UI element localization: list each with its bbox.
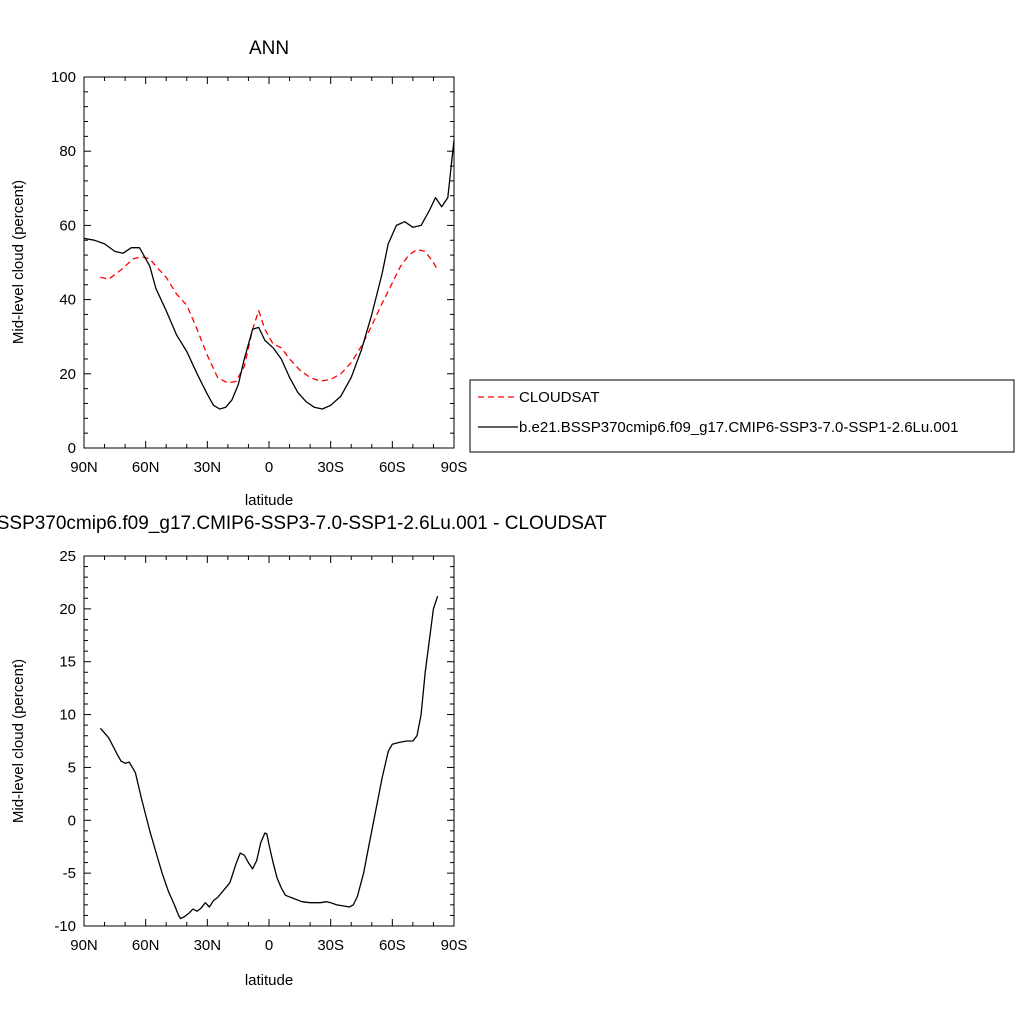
- top-x-tick-label: 30S: [317, 459, 344, 476]
- bottom-chart-panel: b.e21.BSSP370cmip6.f09_g17.CMIP6-SSP3-7.…: [0, 513, 607, 989]
- bottom-y-tick-label: 0: [68, 812, 76, 829]
- top-x-tick-label: 90N: [70, 459, 98, 476]
- top-x-tick-label: 0: [265, 459, 273, 476]
- bottom-y-tick-label: -10: [54, 918, 76, 935]
- bottom-x-tick-label: 60N: [132, 937, 160, 954]
- bottom-y-tick-label: 20: [59, 601, 76, 618]
- top-y-tick-label: 60: [59, 217, 76, 234]
- top-x-tick-label: 60N: [132, 459, 160, 476]
- bottom-x-tick-label: 0: [265, 937, 273, 954]
- top-y-tick-label: 20: [59, 366, 76, 383]
- top-chart-panel: ANN 90N 60N 30N 0 30S 60S 90S 0 20 40 60 80 100 lati…: [10, 38, 467, 509]
- bottom-x-tick-label: 30S: [317, 937, 344, 954]
- bottom-chart-title: b.e21.BSSP370cmip6.f09_g17.CMIP6-SSP3-7.…: [0, 513, 607, 534]
- bottom-y-tick-label: 5: [68, 759, 76, 776]
- top-chart-title: ANN: [249, 38, 289, 59]
- top-y-tick-label: 100: [51, 69, 76, 86]
- legend: CLOUDSAT b.e21.BSSP370cmip6.f09_g17.CMIP…: [469, 379, 1015, 453]
- bottom-y-tick-label: 25: [59, 548, 76, 565]
- bottom-x-axis-label: latitude: [245, 972, 293, 989]
- top-y-tick-label: 40: [59, 292, 76, 309]
- top-y-tick-label: 0: [68, 440, 76, 457]
- bottom-x-tick-label: 90N: [70, 937, 98, 954]
- top-plot-frame: [83, 76, 455, 449]
- bottom-y-tick-label: -5: [63, 865, 76, 882]
- bottom-y-tick-label: 15: [59, 654, 76, 671]
- top-y-tick-label: 80: [59, 143, 76, 160]
- legend-label-cloudsat: CLOUDSAT: [519, 389, 600, 406]
- bottom-series-line-0: [99, 595, 439, 920]
- top-x-tick-label: 90S: [441, 459, 468, 476]
- bottom-x-tick-label: 60S: [379, 937, 406, 954]
- bottom-plot-frame: [83, 555, 455, 927]
- legend-label-model: b.e21.BSSP370cmip6.f09_g17.CMIP6-SSP3-7.…: [519, 419, 958, 436]
- bottom-y-tick-label: 10: [59, 707, 76, 724]
- bottom-x-tick-label: 30N: [194, 937, 222, 954]
- top-x-tick-label: 60S: [379, 459, 406, 476]
- top-x-tick-label: 30N: [194, 459, 222, 476]
- top-series-line-0: [100, 248, 439, 384]
- top-series-line-1: [83, 140, 455, 410]
- legend-box: [469, 379, 1015, 453]
- top-x-axis-label: latitude: [245, 492, 293, 509]
- bottom-x-tick-label: 90S: [441, 937, 468, 954]
- bottom-y-axis-label: Mid-level cloud (percent): [10, 659, 27, 823]
- top-y-axis-label: Mid-level cloud (percent): [10, 180, 27, 344]
